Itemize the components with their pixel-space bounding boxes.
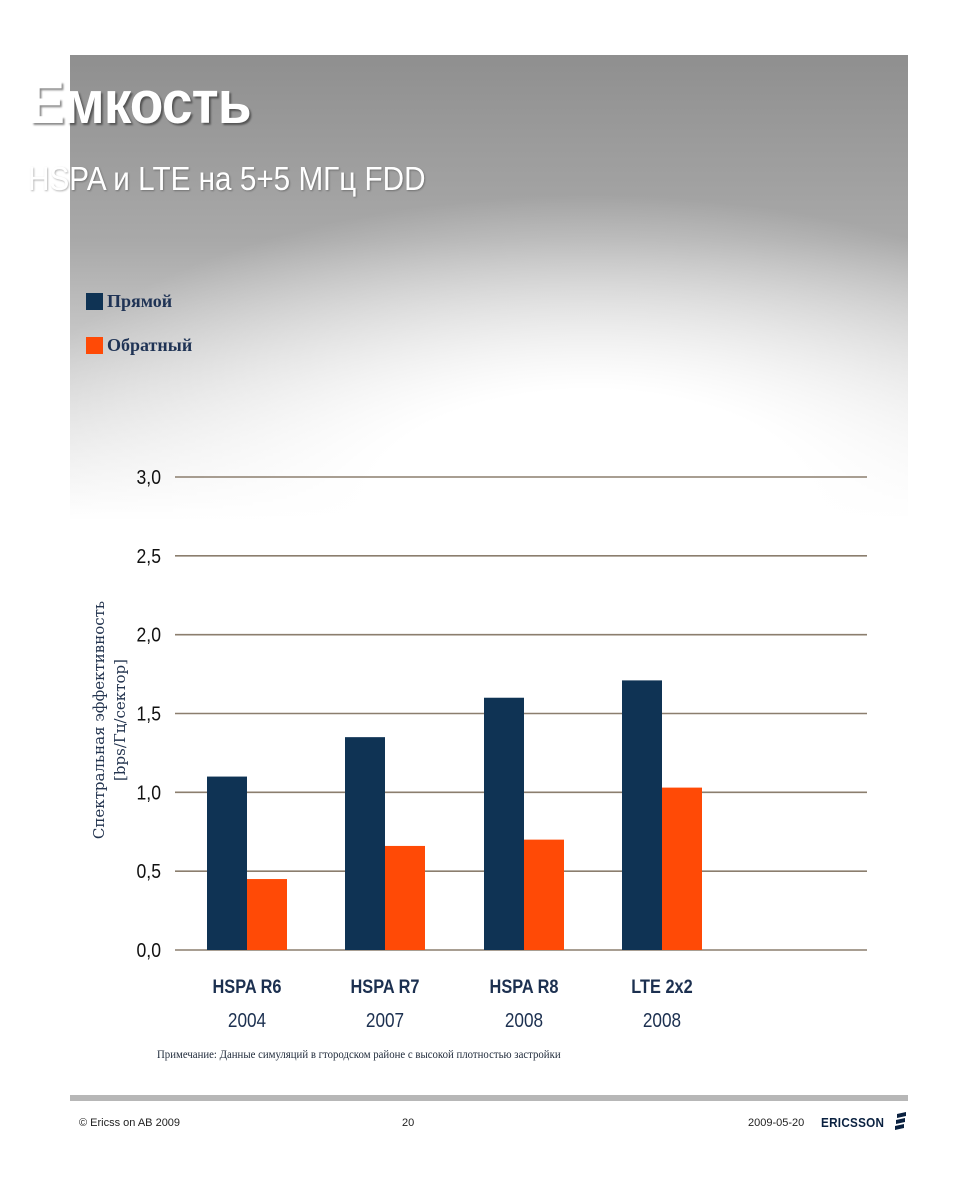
bar-reverse <box>247 879 287 950</box>
x-tick-year-label: 2007 <box>366 1009 404 1032</box>
legend-swatch-reverse <box>86 336 103 354</box>
bar-forward <box>622 680 662 950</box>
bar-reverse <box>662 787 702 950</box>
bar-forward <box>484 697 524 950</box>
bar-reverse <box>524 839 564 950</box>
slide-title: Емкость <box>28 69 252 136</box>
ericsson-logo: ERICSSON <box>821 1112 908 1132</box>
legend-label-reverse: Обратный <box>107 334 193 355</box>
x-tick-label: LTE 2x2 <box>631 976 693 997</box>
y-tick-label: 1,5 <box>137 702 161 724</box>
x-tick-label: HSPA R7 <box>351 976 420 997</box>
x-tick-label: HSPA R6 <box>213 976 282 997</box>
chart-footnote: Примечание: Данные симуляций в гтородско… <box>157 1047 561 1061</box>
logo-text: ERICSSON <box>821 1114 885 1130</box>
ericsson-mark-icon <box>895 1112 907 1130</box>
bar-forward <box>345 737 385 950</box>
chart-legend: Прямой Обратный <box>86 290 192 378</box>
x-tick-year-label: 2008 <box>643 1009 681 1032</box>
y-tick-label: 1,0 <box>137 781 161 803</box>
footer-page-number: 20 <box>402 1117 415 1129</box>
y-tick-label: 0,5 <box>137 860 161 882</box>
x-tick-year-label: 2008 <box>505 1009 543 1032</box>
footer-divider <box>70 1095 908 1101</box>
y-tick-label: 3,0 <box>137 466 161 488</box>
y-tick-label: 2,0 <box>137 624 161 646</box>
y-tick-label: 2,5 <box>137 545 161 567</box>
footer-copyright: © Ericss on AB 2009 <box>79 1117 181 1129</box>
legend-swatch-forward <box>86 292 103 310</box>
bar-forward <box>207 776 247 950</box>
legend-item-reverse: Обратный <box>86 334 192 356</box>
x-tick-label: HSPA R8 <box>490 976 559 997</box>
x-tick-year-label: 2004 <box>228 1009 266 1032</box>
y-tick-label: 0,0 <box>137 939 161 961</box>
legend-item-forward: Прямой <box>86 290 192 312</box>
footer-date: 2009-05-20 <box>748 1117 805 1129</box>
slide-subtitle: HSPA и LTE на 5+5 МГц FDD <box>28 160 426 197</box>
bar-reverse <box>385 845 425 950</box>
legend-label-forward: Прямой <box>107 290 173 311</box>
